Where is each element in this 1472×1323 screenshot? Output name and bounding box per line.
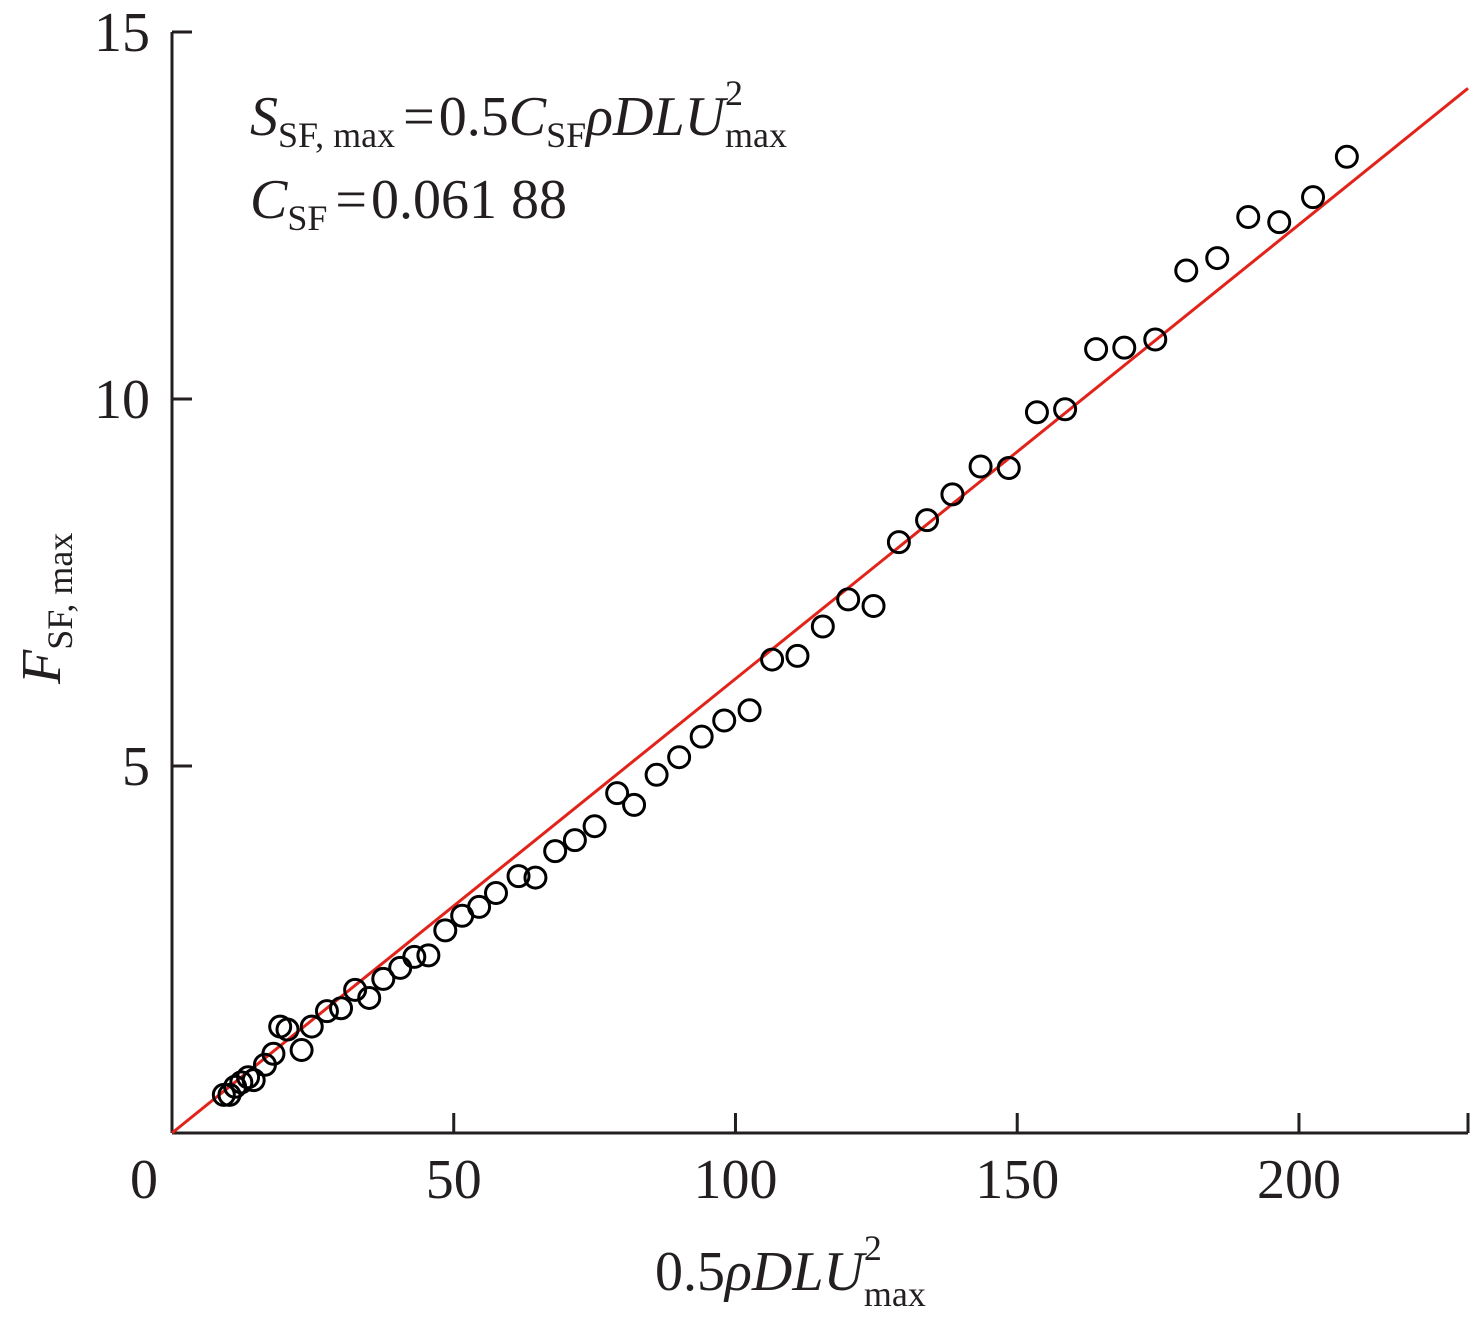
data-point — [484, 880, 508, 905]
data-point — [689, 724, 714, 749]
fit-line-layer — [171, 87, 1469, 1135]
annotation-eq1-lhs: S — [250, 86, 278, 148]
annotation-eq1-rest-sub: max — [725, 115, 787, 155]
x-axis-title-sup: 2 — [864, 1228, 882, 1268]
x-tick-label: 200 — [1257, 1149, 1341, 1211]
x-tick-label: 0 — [130, 1149, 158, 1211]
data-points — [211, 144, 1359, 1107]
data-point — [886, 530, 911, 555]
data-point — [1024, 400, 1049, 425]
data-point — [402, 944, 427, 969]
annotation-eq2-equals: = — [335, 169, 367, 231]
x-axis-title-base: 0.5 — [655, 1241, 725, 1303]
data-point — [343, 977, 368, 1002]
data-point — [667, 745, 692, 770]
x-tick-label: 100 — [693, 1149, 777, 1211]
data-point — [810, 614, 835, 639]
y-axis-title: FSF, max — [11, 533, 80, 685]
data-point — [562, 828, 587, 853]
data-point — [836, 587, 861, 612]
data-point — [1334, 144, 1359, 169]
x-axis-title-symbols: ρDLU — [723, 1241, 867, 1303]
y-axis-title-base: F — [11, 649, 73, 685]
data-point — [467, 894, 492, 919]
annotation-eq2-lhs: C — [250, 169, 288, 231]
data-point — [582, 814, 607, 839]
data-point — [1301, 185, 1326, 210]
data-point — [433, 918, 458, 943]
annotation-eq1-equals: = — [403, 86, 435, 148]
data-point — [1174, 258, 1199, 283]
data-point — [644, 762, 669, 787]
annotation-eq2-value: 0.061 88 — [371, 169, 567, 231]
y-axis-title-sub: SF, max — [40, 533, 80, 650]
data-point — [275, 1017, 300, 1042]
data-point — [785, 643, 810, 668]
y-tick-label: 15 — [94, 2, 150, 64]
data-point — [737, 698, 762, 723]
annotation-eq1-coef: 0.5 — [439, 86, 509, 148]
annotation-eq2-lhs-sub: SF — [287, 198, 327, 238]
x-axis-title: 0.5ρDLU2 max — [655, 1228, 926, 1314]
data-point — [996, 455, 1021, 480]
data-point — [1267, 210, 1292, 235]
annotation-eq1-sup: 2 — [725, 73, 743, 113]
data-point — [1053, 397, 1078, 422]
data-point — [388, 955, 413, 980]
annotation-eq1-rest: ρDLU — [584, 86, 728, 148]
data-point — [968, 454, 993, 479]
annotation-eq1-lhs-sub: SF, max — [278, 115, 395, 155]
data-point — [605, 781, 630, 806]
data-point — [261, 1041, 286, 1066]
data-point — [622, 792, 647, 817]
data-point — [229, 1070, 254, 1095]
data-point — [506, 864, 531, 889]
x-axis-title-sub: max — [864, 1274, 926, 1314]
data-point — [1205, 246, 1230, 271]
annotation-equation-1: SSF, max =0.5CSFρDLU2 max — [250, 73, 787, 155]
data-point — [1143, 327, 1168, 352]
x-tick-label: 150 — [975, 1149, 1059, 1211]
axes-layer: 0 50 100 150 200 5 10 15 — [94, 2, 1470, 1211]
data-point — [1236, 204, 1261, 229]
data-point — [416, 943, 441, 968]
annotation-eq1-c-sub: SF — [546, 115, 586, 155]
data-point — [915, 508, 940, 533]
data-point — [861, 593, 886, 618]
data-point — [712, 708, 737, 733]
data-point — [314, 999, 339, 1024]
y-tick-label: 10 — [94, 369, 150, 431]
data-point — [241, 1068, 266, 1093]
data-point — [760, 647, 785, 672]
data-point — [371, 966, 396, 991]
data-point — [299, 1014, 324, 1039]
annotation-equation-2: CSF =0.061 88 — [250, 169, 567, 238]
data-point — [1112, 335, 1137, 360]
fit-line — [171, 87, 1469, 1135]
data-point — [357, 985, 382, 1010]
data-point — [940, 482, 965, 507]
x-tick-label: 50 — [426, 1149, 482, 1211]
data-point — [289, 1038, 314, 1063]
data-point — [543, 839, 568, 864]
data-point — [523, 865, 548, 890]
data-point — [1084, 337, 1109, 362]
annotation-eq1-c: C — [509, 86, 547, 148]
data-point — [329, 996, 354, 1021]
y-tick-label: 5 — [122, 736, 150, 798]
